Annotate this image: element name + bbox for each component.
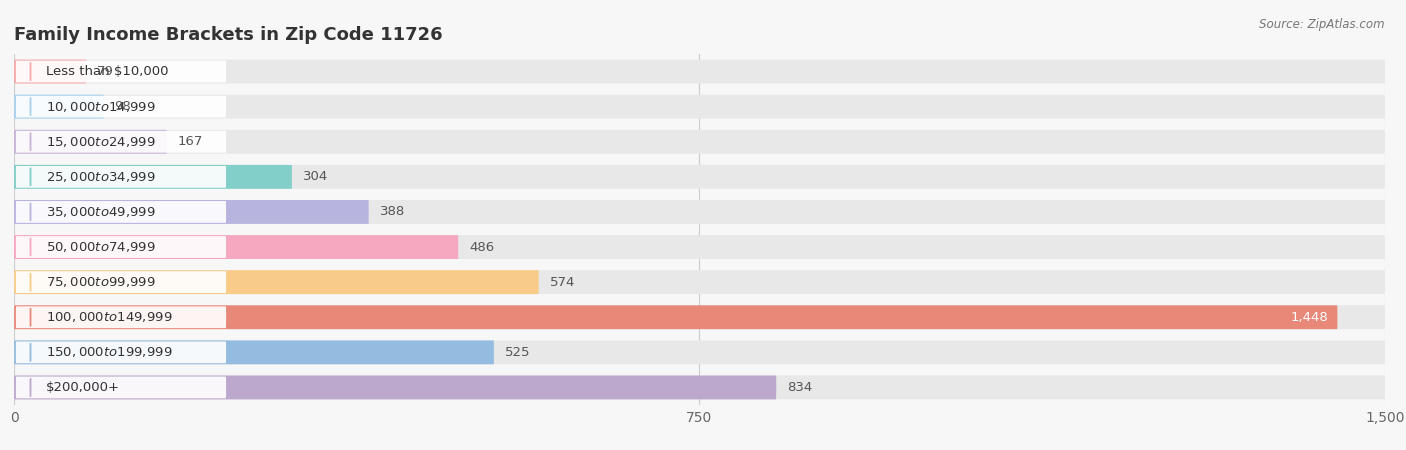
Text: $75,000 to $99,999: $75,000 to $99,999 bbox=[46, 275, 156, 289]
Text: Family Income Brackets in Zip Code 11726: Family Income Brackets in Zip Code 11726 bbox=[14, 26, 443, 44]
FancyBboxPatch shape bbox=[15, 201, 226, 223]
FancyBboxPatch shape bbox=[14, 130, 167, 154]
FancyBboxPatch shape bbox=[14, 305, 1385, 329]
Text: $200,000+: $200,000+ bbox=[46, 381, 120, 394]
Text: $15,000 to $24,999: $15,000 to $24,999 bbox=[46, 135, 156, 149]
Text: Source: ZipAtlas.com: Source: ZipAtlas.com bbox=[1260, 18, 1385, 31]
Text: 525: 525 bbox=[505, 346, 530, 359]
FancyBboxPatch shape bbox=[14, 375, 776, 400]
FancyBboxPatch shape bbox=[15, 306, 226, 328]
FancyBboxPatch shape bbox=[14, 340, 494, 364]
FancyBboxPatch shape bbox=[15, 61, 226, 82]
FancyBboxPatch shape bbox=[15, 377, 226, 398]
Text: $35,000 to $49,999: $35,000 to $49,999 bbox=[46, 205, 156, 219]
FancyBboxPatch shape bbox=[14, 130, 1385, 154]
FancyBboxPatch shape bbox=[15, 342, 226, 363]
Text: 79: 79 bbox=[97, 65, 114, 78]
FancyBboxPatch shape bbox=[14, 270, 538, 294]
FancyBboxPatch shape bbox=[14, 165, 1385, 189]
Text: $10,000 to $14,999: $10,000 to $14,999 bbox=[46, 99, 156, 114]
Text: Less than $10,000: Less than $10,000 bbox=[46, 65, 169, 78]
Text: $150,000 to $199,999: $150,000 to $199,999 bbox=[46, 345, 173, 360]
Text: 574: 574 bbox=[550, 276, 575, 288]
FancyBboxPatch shape bbox=[15, 166, 226, 188]
Text: 167: 167 bbox=[177, 135, 202, 148]
FancyBboxPatch shape bbox=[14, 94, 104, 119]
FancyBboxPatch shape bbox=[14, 235, 458, 259]
Text: 834: 834 bbox=[787, 381, 813, 394]
FancyBboxPatch shape bbox=[14, 59, 1385, 84]
Text: $50,000 to $74,999: $50,000 to $74,999 bbox=[46, 240, 156, 254]
Text: $100,000 to $149,999: $100,000 to $149,999 bbox=[46, 310, 173, 324]
FancyBboxPatch shape bbox=[14, 235, 1385, 259]
Text: 1,448: 1,448 bbox=[1291, 311, 1329, 324]
FancyBboxPatch shape bbox=[14, 200, 1385, 224]
Text: $25,000 to $34,999: $25,000 to $34,999 bbox=[46, 170, 156, 184]
FancyBboxPatch shape bbox=[14, 375, 1385, 400]
Text: 388: 388 bbox=[380, 206, 405, 218]
FancyBboxPatch shape bbox=[14, 305, 1337, 329]
FancyBboxPatch shape bbox=[14, 165, 292, 189]
FancyBboxPatch shape bbox=[15, 96, 226, 117]
FancyBboxPatch shape bbox=[15, 131, 226, 153]
FancyBboxPatch shape bbox=[14, 59, 86, 84]
FancyBboxPatch shape bbox=[14, 94, 1385, 119]
Text: 304: 304 bbox=[302, 171, 328, 183]
FancyBboxPatch shape bbox=[15, 236, 226, 258]
Text: 98: 98 bbox=[115, 100, 131, 113]
FancyBboxPatch shape bbox=[14, 200, 368, 224]
FancyBboxPatch shape bbox=[14, 340, 1385, 364]
Text: 486: 486 bbox=[470, 241, 495, 253]
FancyBboxPatch shape bbox=[14, 270, 1385, 294]
FancyBboxPatch shape bbox=[15, 271, 226, 293]
